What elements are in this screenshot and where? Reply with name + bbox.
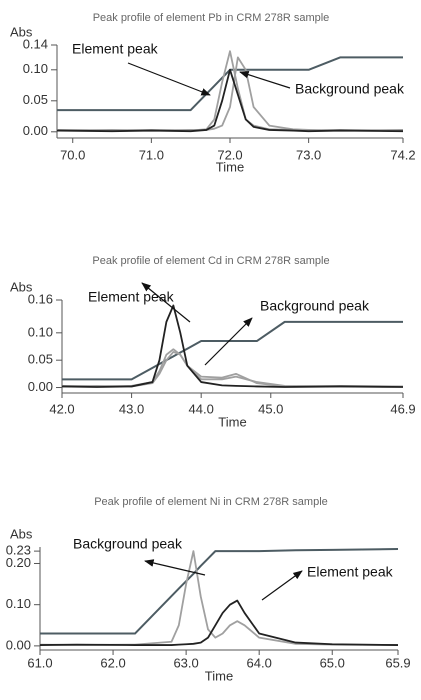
y-tick-label: 0.05	[23, 92, 48, 107]
x-tick-label: 45.0	[258, 401, 283, 416]
x-tick-label: 42.0	[49, 401, 74, 416]
series-line	[61, 304, 404, 388]
chart-title: Peak profile of element Ni in CRM 278R s…	[94, 496, 328, 508]
y-tick-label: 0.00	[28, 379, 53, 394]
annotation-arrow	[127, 62, 211, 96]
annotation-arrow	[239, 70, 291, 89]
annotation-arrow	[261, 570, 303, 601]
series-line	[56, 68, 404, 133]
x-tick-label: 43.0	[119, 401, 144, 416]
y-tick-label: 0.05	[28, 352, 53, 367]
x-axis-label: Time	[216, 159, 244, 174]
annotation: Background peak	[73, 536, 183, 552]
x-tick-label: 74.2	[390, 147, 415, 162]
annotation: Element peak	[307, 564, 394, 580]
y-tick-label: 0.10	[6, 596, 31, 611]
x-tick-label: 64.0	[247, 655, 272, 670]
series-line	[62, 320, 403, 381]
x-tick-label: 61.0	[27, 655, 52, 670]
x-tick-label: 73.0	[296, 147, 321, 162]
y-tick-label: 0.16	[28, 291, 53, 306]
annotation: Element peak	[88, 289, 175, 305]
annotation-arrow	[141, 282, 191, 323]
x-tick-label: 46.9	[390, 401, 415, 416]
y-axis-label: Abs	[10, 24, 33, 39]
x-tick-label: 65.0	[320, 655, 345, 670]
y-tick-label: 0.23	[6, 543, 31, 558]
series-line	[61, 348, 403, 388]
y-tick-label: 0.10	[23, 61, 48, 76]
chart-title: Peak profile of element Cd in CRM 278R s…	[92, 255, 329, 267]
x-tick-label: 62.0	[100, 655, 125, 670]
series-line	[39, 550, 399, 646]
annotation: Background peak	[295, 81, 405, 97]
annotation: Background peak	[260, 298, 370, 314]
y-axis-label: Abs	[10, 526, 33, 541]
y-axis-label: Abs	[10, 279, 33, 294]
annotation-arrow	[204, 317, 253, 366]
y-tick-label: 0.14	[23, 36, 48, 51]
y-tick-label: 0.00	[23, 123, 48, 138]
x-axis-label: Time	[205, 668, 233, 683]
x-tick-label: 70.0	[60, 147, 85, 162]
annotation-arrow	[144, 559, 206, 576]
y-tick-label: 0.20	[6, 555, 31, 570]
x-tick-label: 72.0	[217, 147, 242, 162]
chart-title: Peak profile of element Pb in CRM 278R s…	[93, 12, 330, 24]
x-axis-label: Time	[218, 414, 246, 429]
annotation: Element peak	[72, 41, 159, 57]
series-line	[61, 351, 404, 388]
x-tick-label: 65.9	[385, 655, 410, 670]
x-tick-label: 71.0	[139, 147, 164, 162]
series-line	[39, 599, 399, 646]
x-tick-label: 63.0	[173, 655, 198, 670]
y-tick-label: 0.10	[28, 324, 53, 339]
series-line	[40, 548, 399, 635]
y-tick-label: 0.00	[6, 637, 31, 652]
x-tick-label: 44.0	[189, 401, 214, 416]
